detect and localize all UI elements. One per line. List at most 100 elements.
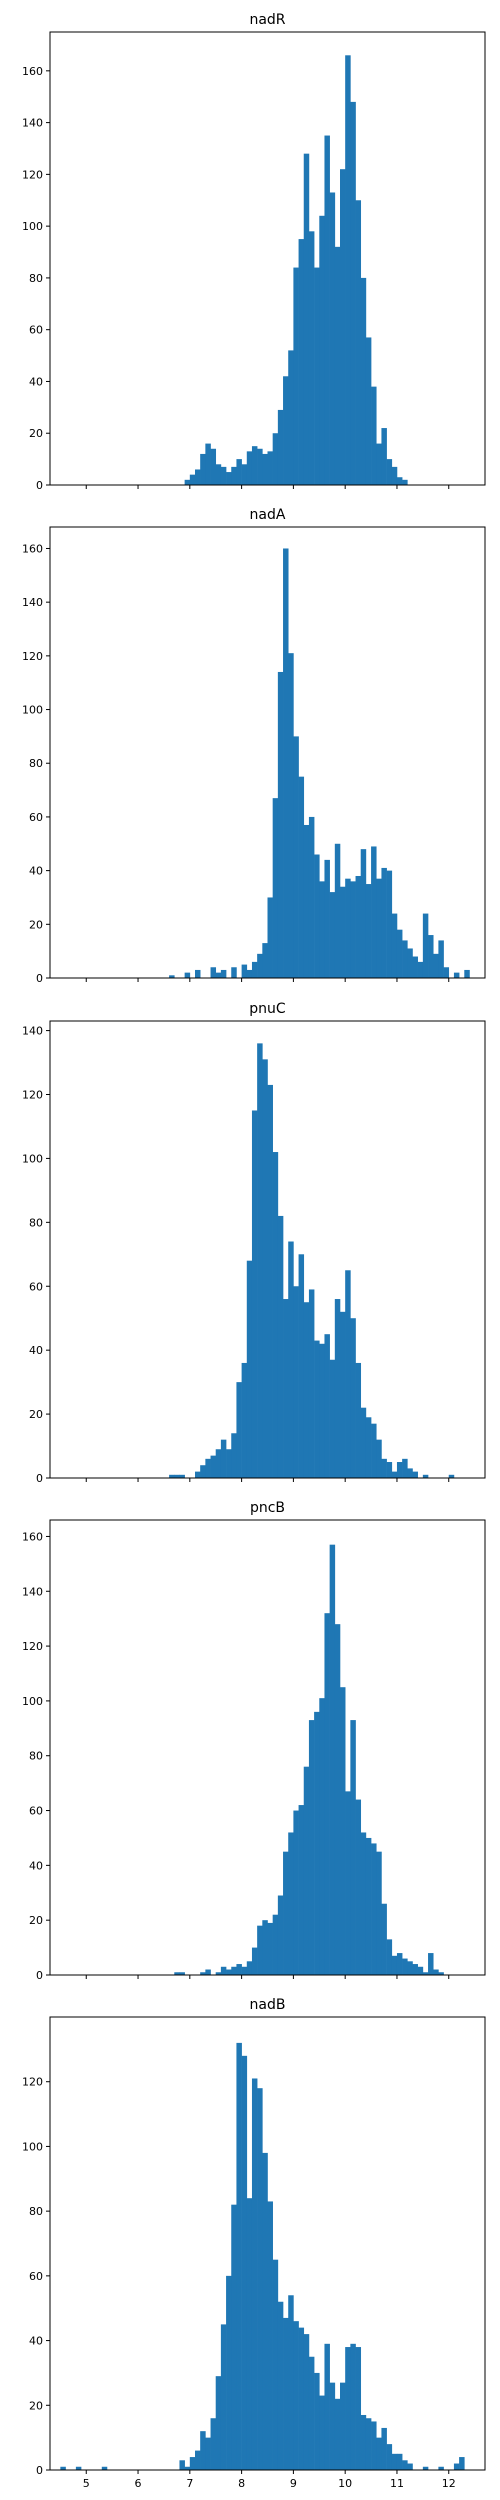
histogram-bar	[376, 878, 382, 978]
histogram-bar	[205, 2437, 211, 2470]
histogram-bar	[246, 969, 253, 978]
histogram-bar	[215, 1972, 222, 1975]
histogram-bar	[257, 448, 263, 485]
histogram-bar	[453, 972, 460, 978]
histogram-bar	[277, 409, 284, 485]
y-tick-label: 20	[29, 2399, 43, 2412]
histogram-bar	[340, 169, 346, 485]
y-tick-label: 160	[22, 1530, 43, 1543]
y-tick-label: 120	[22, 650, 43, 663]
histogram-bar	[391, 913, 398, 978]
histogram-bar	[428, 935, 434, 978]
histogram-bar	[355, 1799, 362, 1975]
histogram-bar	[277, 1215, 284, 1478]
histogram-bar	[443, 967, 450, 978]
y-tick-label: 0	[36, 1969, 43, 1982]
histogram-bar	[391, 2453, 398, 2470]
y-tick-label: 20	[29, 918, 43, 931]
histogram-bar	[303, 1302, 310, 1478]
histogram-bar	[308, 231, 315, 485]
histogram-bar	[293, 1810, 299, 1975]
histogram-bar	[345, 878, 351, 978]
histogram-bar	[262, 2152, 268, 2470]
y-tick-label: 40	[29, 2335, 43, 2348]
histogram-bar	[189, 474, 196, 485]
histogram-bar	[179, 1474, 185, 1478]
histogram-bar	[236, 1964, 242, 1975]
histogram-bar	[210, 448, 217, 485]
histogram-bar	[293, 1286, 299, 1478]
histogram-bar	[215, 464, 222, 485]
histogram-bar	[360, 277, 367, 485]
y-tick-label: 140	[22, 1585, 43, 1598]
histogram-bar	[402, 1958, 408, 1975]
y-tick-label: 20	[29, 1408, 43, 1421]
histogram-bar	[396, 1462, 403, 1478]
y-tick-label: 40	[29, 1859, 43, 1872]
y-tick-label: 100	[22, 1152, 43, 1165]
histogram-bar	[226, 472, 232, 485]
histogram-bar	[355, 1362, 362, 1478]
histogram-bar	[402, 940, 408, 978]
y-tick-label: 140	[22, 1025, 43, 1038]
histogram-bar	[303, 2334, 310, 2470]
histogram-panel-pncB: pncB 0 20 40 60 80 100 120 140 160	[22, 1500, 486, 1982]
histogram-bar	[220, 2324, 227, 2470]
histogram-bar	[257, 1043, 263, 1478]
histogram-bar	[319, 215, 325, 486]
histogram-bar	[386, 1939, 393, 1975]
histogram-bar	[371, 386, 377, 485]
histogram-bar	[376, 1851, 382, 1975]
histogram-bar	[402, 1458, 408, 1478]
histogram-bar	[283, 1851, 289, 1975]
histogram-bar	[433, 1969, 439, 1975]
histogram-bar	[262, 1920, 268, 1975]
axes-frame	[49, 1519, 486, 1976]
histogram-bar	[262, 943, 268, 978]
histogram-bar	[334, 843, 341, 978]
histogram-bar	[283, 548, 289, 978]
histogram-bar	[314, 2372, 320, 2470]
histogram-bar	[340, 886, 346, 978]
histogram-bar	[324, 1613, 330, 1975]
histogram-bar	[438, 2466, 444, 2470]
histogram-bar	[246, 1260, 253, 1478]
y-tick-label: 40	[29, 1344, 43, 1357]
y-tick-label: 120	[22, 1640, 43, 1653]
histogram-bar	[365, 337, 372, 485]
histogram-bar	[200, 1972, 206, 1975]
histogram-bar	[438, 1972, 444, 1975]
histogram-bar	[251, 961, 258, 978]
histogram-bar	[329, 192, 336, 486]
histogram-bar	[345, 1791, 351, 1975]
histogram-bar	[257, 953, 263, 978]
histogram-bar	[236, 2042, 242, 2470]
histogram-bar	[402, 479, 408, 485]
y-tick-label: 0	[36, 2464, 43, 2477]
histogram-bar	[422, 1972, 429, 1975]
x-tick-label: 9	[290, 2477, 297, 2490]
histogram-bar	[267, 451, 273, 485]
y-tick-label: 80	[29, 272, 43, 285]
y-tick-label: 60	[29, 1280, 43, 1293]
histogram-bar	[350, 2343, 356, 2470]
y-tick-label: 120	[22, 1089, 43, 1102]
histogram-bar	[386, 1462, 393, 1478]
histogram-bar	[371, 1423, 377, 1478]
x-tick-label: 12	[442, 2477, 456, 2490]
histogram-bar	[324, 1334, 330, 1478]
histogram-bar	[184, 2466, 191, 2470]
histogram-bar	[195, 469, 201, 485]
histogram-bar	[386, 2444, 393, 2470]
histogram-bar	[340, 1311, 346, 1478]
histogram-bar	[324, 859, 330, 978]
histogram-bar	[189, 2457, 196, 2470]
histogram-bar	[459, 2457, 465, 2470]
histogram-bar	[241, 1362, 248, 1478]
y-tick-label: 80	[29, 1216, 43, 1229]
panel-title: nadB	[250, 1997, 286, 2013]
histogram-bar	[371, 1843, 377, 1975]
histogram-bar	[257, 2088, 263, 2470]
x-tick-label: 11	[390, 2477, 404, 2490]
